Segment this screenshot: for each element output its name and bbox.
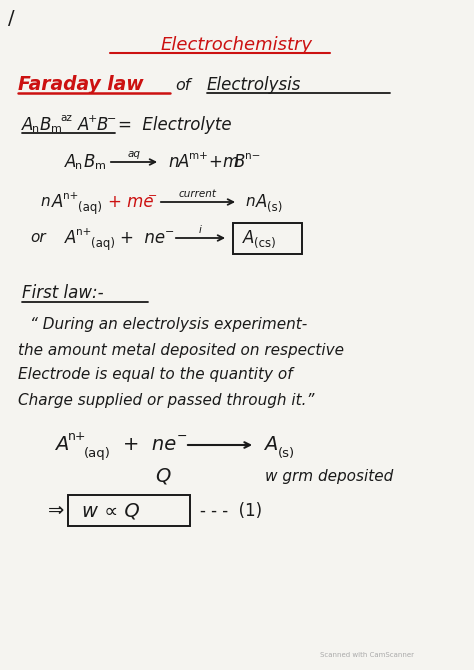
Text: +  ne: + ne xyxy=(120,229,165,247)
Text: (aq): (aq) xyxy=(78,202,102,214)
Text: +: + xyxy=(88,114,97,124)
Text: A: A xyxy=(55,436,68,454)
Text: (cs): (cs) xyxy=(254,237,276,251)
Text: (s): (s) xyxy=(267,202,283,214)
Text: (s): (s) xyxy=(278,446,295,460)
Text: (aq): (aq) xyxy=(84,446,111,460)
Text: n−: n− xyxy=(245,151,260,161)
Text: Electrochemistry: Electrochemistry xyxy=(161,36,313,54)
Text: m: m xyxy=(51,124,62,134)
Text: +: + xyxy=(208,153,222,171)
Text: or: or xyxy=(30,230,46,245)
Text: m: m xyxy=(95,161,106,171)
Text: ⇒: ⇒ xyxy=(48,500,64,519)
Text: w grm deposited: w grm deposited xyxy=(265,468,393,484)
Text: B: B xyxy=(234,153,246,171)
Text: n: n xyxy=(32,124,39,134)
Text: n: n xyxy=(75,161,82,171)
Text: i: i xyxy=(199,225,202,235)
Text: “ During an electrolysis experiment-: “ During an electrolysis experiment- xyxy=(30,318,307,332)
Text: of: of xyxy=(175,78,191,92)
Text: A: A xyxy=(256,193,267,211)
Text: w ∝ Q: w ∝ Q xyxy=(82,502,140,521)
Text: m: m xyxy=(222,153,238,171)
Text: −: − xyxy=(148,191,157,201)
Text: A: A xyxy=(65,229,76,247)
Text: A: A xyxy=(264,436,277,454)
Text: az: az xyxy=(60,113,72,123)
Text: n: n xyxy=(245,194,255,210)
Text: current: current xyxy=(179,189,217,199)
Text: First law:-: First law:- xyxy=(22,284,104,302)
Text: +  ne: + ne xyxy=(123,436,176,454)
Text: −: − xyxy=(177,429,188,442)
Text: A: A xyxy=(243,229,255,247)
Text: n: n xyxy=(40,194,50,210)
Text: n+: n+ xyxy=(68,431,86,444)
Text: Q: Q xyxy=(155,466,170,486)
Text: Scanned with CamScanner: Scanned with CamScanner xyxy=(320,652,414,658)
Text: −: − xyxy=(107,114,117,124)
Text: B: B xyxy=(84,153,95,171)
Text: n+: n+ xyxy=(76,227,91,237)
Text: Faraday law: Faraday law xyxy=(18,76,144,94)
Text: B: B xyxy=(97,116,109,134)
Text: Charge supplied or passed through it.”: Charge supplied or passed through it.” xyxy=(18,393,314,407)
Text: A: A xyxy=(22,116,33,134)
Text: A: A xyxy=(178,153,190,171)
Text: m+: m+ xyxy=(189,151,208,161)
Text: - - -  (1): - - - (1) xyxy=(200,502,262,520)
Text: Electrode is equal to the quantity of: Electrode is equal to the quantity of xyxy=(18,368,292,383)
Text: n: n xyxy=(168,153,179,171)
Text: /: / xyxy=(8,9,15,27)
Text: −: − xyxy=(165,227,174,237)
Text: the amount metal deposited on respective: the amount metal deposited on respective xyxy=(18,342,344,358)
Text: aq: aq xyxy=(128,149,140,159)
Text: A: A xyxy=(65,153,76,171)
Text: (aq): (aq) xyxy=(91,237,115,251)
Text: Electrolysis: Electrolysis xyxy=(207,76,301,94)
Text: n+: n+ xyxy=(63,191,78,201)
Text: =  Electrolyte: = Electrolyte xyxy=(118,116,232,134)
Text: A: A xyxy=(78,116,90,134)
Text: + me: + me xyxy=(108,193,154,211)
Text: B: B xyxy=(40,116,51,134)
Text: A: A xyxy=(52,193,64,211)
